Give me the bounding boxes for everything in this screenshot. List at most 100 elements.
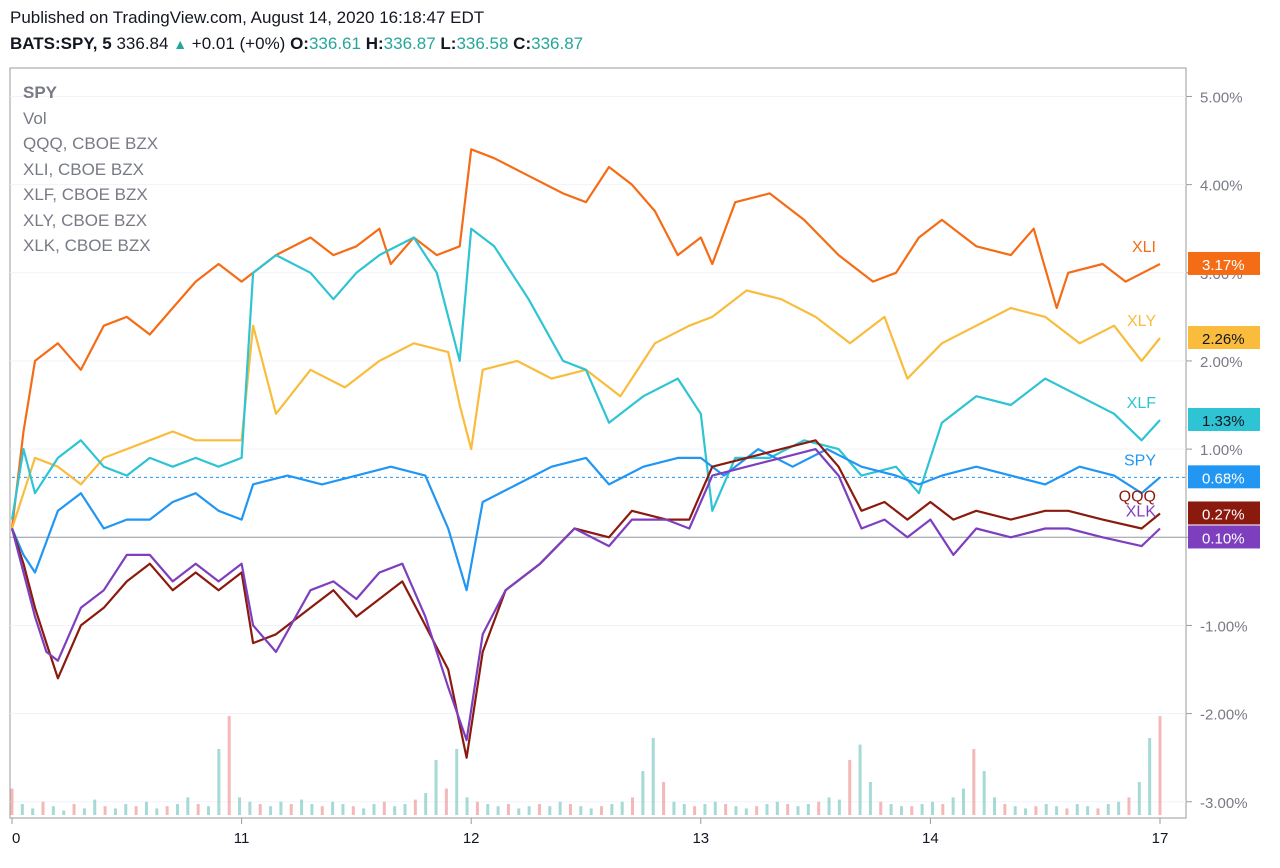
volume-bar <box>662 782 666 815</box>
series-line-xly <box>10 289 1161 529</box>
volume-bar <box>589 808 593 815</box>
volume-bar <box>600 806 604 815</box>
volume-bar <box>175 804 179 815</box>
x-tick-label: 17 <box>1152 830 1169 847</box>
volume-bar <box>631 797 635 815</box>
volume-bar <box>920 804 924 815</box>
volume-bar <box>434 760 438 815</box>
volume-bar <box>475 801 479 815</box>
series-line-spy <box>10 448 1161 592</box>
legend-item-vol[interactable]: Vol <box>23 108 47 128</box>
volume-bar <box>289 804 293 815</box>
volume-bar <box>413 799 417 815</box>
y-tick-label: -3.00% <box>1200 795 1248 812</box>
volume-bar <box>734 806 738 815</box>
volume-bar <box>31 808 35 815</box>
legend-item-qqq[interactable]: QQQ, CBOE BZX <box>23 134 159 153</box>
price-tag-xlk <box>1188 525 1260 549</box>
volume-bar <box>279 801 283 815</box>
volume-bar <box>827 797 831 815</box>
price-tag-spy <box>1188 465 1260 489</box>
legend-item-xly[interactable]: XLY, CBOE BZX <box>23 210 148 230</box>
series-line-xli <box>10 148 1161 529</box>
volume-bar <box>868 782 872 815</box>
y-tick-label: 2.00% <box>1200 354 1243 371</box>
volume-bar <box>155 808 159 815</box>
close-label: C: <box>513 34 532 53</box>
price-tags: 3.17% 2.26% 1.33% 0.68% 0.27% 0.10% <box>1188 251 1260 549</box>
legend-item-xli[interactable]: XLI, CBOE BZX <box>23 159 144 179</box>
volume-bar <box>486 804 490 815</box>
open-value: 336.61 <box>308 34 361 53</box>
volume-bar <box>1024 808 1028 815</box>
high-value: 336.87 <box>383 34 436 53</box>
volume-bar <box>765 804 769 815</box>
series-label-xlk: XLK <box>1126 503 1157 520</box>
series-line-qqq <box>10 439 1161 759</box>
volume-bar <box>207 806 211 815</box>
volume-bar <box>465 797 469 815</box>
volume-bar <box>724 804 728 815</box>
y-tick-label: 4.00% <box>1200 178 1243 195</box>
y-tick-label: 5.00% <box>1200 89 1243 106</box>
chart-frame <box>9 67 1187 819</box>
legend-item-xlf[interactable]: XLF, CBOE BZX <box>23 185 148 204</box>
volume-bar <box>227 716 231 815</box>
volume-bar <box>1034 806 1038 815</box>
volume-bar <box>899 806 903 815</box>
volume-bar <box>682 804 686 815</box>
volume-bar <box>341 804 345 815</box>
y-tick-label: -1.00% <box>1200 618 1248 635</box>
volume-bar <box>672 801 676 815</box>
volume-bar <box>744 808 748 815</box>
last-price: 336.84 <box>116 34 169 53</box>
series-line-xlk <box>10 448 1161 742</box>
x-tick-label: 14 <box>922 830 939 847</box>
volume-bar <box>403 804 407 815</box>
volume-bar <box>113 808 117 815</box>
volume-bar <box>10 788 14 815</box>
volume-bar <box>310 804 314 815</box>
volume-bar <box>269 806 273 815</box>
volume-bar <box>258 804 262 815</box>
volume-bar <box>51 806 55 815</box>
x-tick-label: 13 <box>692 830 709 847</box>
volume-bar <box>1003 804 1007 815</box>
volume-bar <box>393 806 397 815</box>
volume-bar <box>455 749 459 815</box>
legend-item-xlk[interactable]: XLK, CBOE BZX <box>23 236 151 255</box>
symbol-label: BATS:SPY, 5 <box>10 34 112 53</box>
volume-bar <box>144 801 148 815</box>
price-tag-label: 0.10% <box>1202 530 1245 547</box>
high-label: H: <box>365 34 384 53</box>
price-tag-xli <box>1188 251 1260 275</box>
low-label: L: <box>440 34 457 53</box>
x-tick-label: 0 <box>12 830 20 847</box>
volume-bar <box>444 788 448 815</box>
volume-bar <box>1013 806 1017 815</box>
volume-bar <box>651 738 655 815</box>
volume-bar <box>103 806 107 815</box>
volume-bar <box>382 801 386 815</box>
volume-bar <box>993 797 997 815</box>
volume-bar <box>775 801 779 815</box>
open-label: O: <box>290 34 309 53</box>
volume-bar <box>568 804 572 815</box>
volume-bar <box>1055 806 1059 815</box>
price-tag-qqq <box>1188 501 1260 525</box>
volume-bar <box>951 797 955 815</box>
volume-bar <box>506 804 510 815</box>
volume-bar <box>537 804 541 815</box>
volume-bar <box>248 801 252 815</box>
volume-bar <box>610 804 614 815</box>
volume-bar <box>1137 782 1141 815</box>
volume-bar <box>1096 808 1100 815</box>
volume-bar <box>41 801 45 815</box>
y-tick-label: 1.00% <box>1200 442 1243 459</box>
volume-bar <box>1127 797 1131 815</box>
close-value: 336.87 <box>531 34 584 53</box>
volume-bar <box>1086 806 1090 815</box>
legend-item-spy[interactable]: SPY <box>23 83 58 102</box>
volume-bar <box>972 749 976 815</box>
